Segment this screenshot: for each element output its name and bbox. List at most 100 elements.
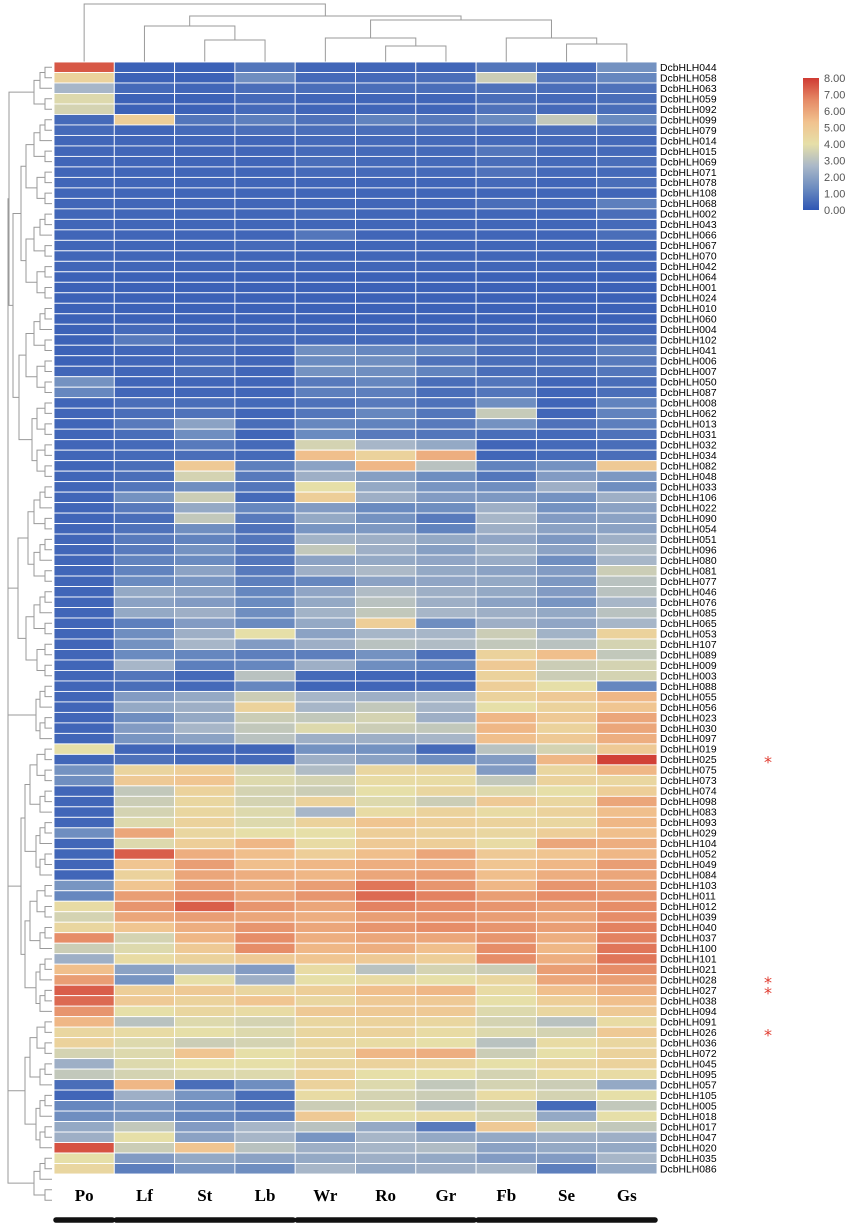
row-dendrogram-link [44,853,52,866]
row-label: DcbHLH020 [660,1143,717,1154]
heatmap-cell [475,900,537,913]
heatmap-cell [53,932,115,944]
heatmap-cell [234,344,296,357]
heatmap-cell [113,858,176,871]
heatmap-cell [53,449,115,462]
heatmap-cell [174,218,236,231]
heatmap-cell [415,82,477,94]
heatmap-cell [174,1079,236,1091]
heatmap-cell [355,1026,417,1039]
row-dendrogram-link [7,198,18,589]
heatmap-cell [113,974,176,986]
heatmap-cell [294,690,356,703]
heatmap-cell [596,470,658,483]
heatmap-cell [355,1089,417,1102]
heatmap-cell [294,995,356,1007]
heatmap-cell [355,187,417,199]
row-dendrogram-link [36,176,45,199]
heatmap-cell [53,670,115,682]
heatmap-cell [294,1016,356,1028]
heatmap-cell [535,617,598,629]
heatmap-cell [475,229,537,241]
heatmap-cell [294,942,356,955]
heatmap-cell [415,690,477,703]
heatmap-cell [596,323,658,336]
heatmap-cell [475,218,537,231]
heatmap-cell [475,565,537,577]
heatmap-cell [535,218,598,231]
row-dendrogram-link [39,795,52,813]
heatmap-cell [234,355,296,367]
heatmap-cell [535,1037,598,1049]
heatmap-cell [415,502,477,514]
colorbar-tick-label: 0.00 [824,205,845,217]
heatmap-cell [294,911,356,923]
heatmap-cell [475,166,537,178]
heatmap-cell [355,449,417,462]
column-dendrogram-link [83,3,326,62]
heatmap-cell [355,365,417,378]
row-label: DcbHLH068 [660,199,717,210]
heatmap-cell [355,1163,417,1175]
heatmap-cell [475,785,537,797]
heatmap-cell [415,1037,477,1049]
row-label: DcbHLH021 [660,965,717,976]
heatmap-cell [355,145,417,157]
heatmap-cell [294,323,356,336]
row-label: DcbHLH080 [660,556,717,567]
heatmap-cell [53,376,115,388]
heatmap-cell [53,795,115,808]
heatmap-cell [113,323,176,336]
heatmap-cell [355,932,417,944]
heatmap-cell [415,900,477,913]
heatmap-cell [113,995,176,1007]
heatmap-cell [113,1005,176,1018]
heatmap-cell [53,187,115,199]
heatmap-cell [596,1089,658,1102]
heatmap-cell [234,837,296,850]
significance-star: * [764,753,772,772]
heatmap-cell [596,911,658,923]
heatmap-cell [53,1058,115,1070]
heatmap-cell [596,890,658,902]
heatmap-cell [535,1131,598,1143]
heatmap-cell [234,271,296,283]
heatmap-cell [475,281,537,294]
heatmap-cell [294,732,356,745]
column-label: St [197,1186,212,1205]
heatmap-cell [53,134,115,147]
heatmap-cell [294,743,356,755]
heatmap-cell [174,397,236,409]
row-dendrogram-link [44,685,52,698]
heatmap-cell [234,984,296,997]
heatmap-cell [113,586,176,598]
heatmap-cell [355,155,417,168]
heatmap-cell [415,533,477,546]
heatmap-cell [234,533,296,546]
heatmap-cell [415,114,477,126]
heatmap-cell [53,229,115,241]
heatmap-cell [234,890,296,902]
heatmap-cell [174,61,236,73]
heatmap-cell [113,344,176,357]
heatmap-cell [596,218,658,231]
row-dendrogram-link [39,995,52,1012]
heatmap-cell [294,397,356,409]
heatmap-cell [415,628,477,640]
heatmap-cell [475,93,537,105]
heatmap-cell [53,774,115,787]
row-label: DcbHLH029 [660,829,717,840]
heatmap-cell [415,323,477,336]
row-label: DcbHLH101 [660,955,717,966]
heatmap-cell [415,753,477,766]
heatmap-cell [113,187,176,199]
heatmap-cell [174,386,236,399]
heatmap-cell [535,250,598,262]
column-dendrogram-link [385,45,447,62]
heatmap-cell [355,858,417,871]
heatmap-cell [113,984,176,997]
heatmap-cell [596,449,658,462]
heatmap-cell [475,523,537,535]
heatmap-cell [355,659,417,671]
heatmap-cell [234,879,296,892]
